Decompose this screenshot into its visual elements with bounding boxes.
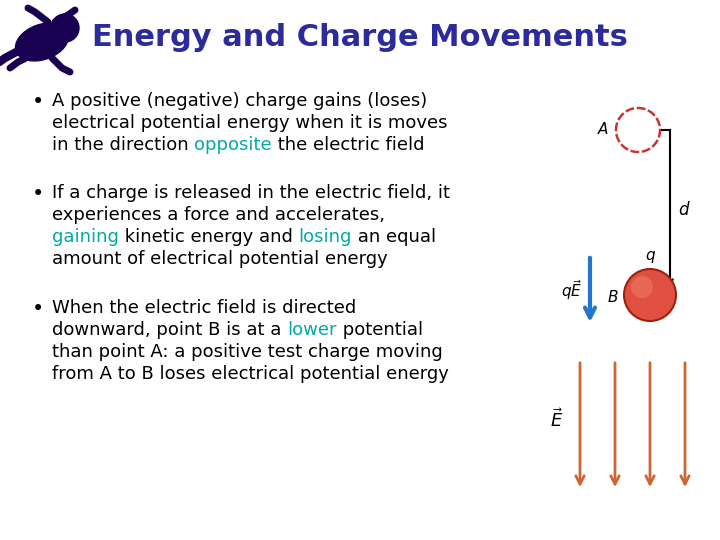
Text: than point A: a positive test charge moving: than point A: a positive test charge mov… bbox=[52, 343, 443, 361]
Text: lower: lower bbox=[287, 321, 337, 339]
Text: the electric field: the electric field bbox=[272, 136, 425, 154]
Text: opposite: opposite bbox=[194, 136, 272, 154]
Text: gaining: gaining bbox=[52, 228, 119, 246]
Ellipse shape bbox=[15, 23, 68, 61]
Text: B: B bbox=[608, 289, 618, 305]
Text: losing: losing bbox=[299, 228, 352, 246]
Circle shape bbox=[624, 269, 676, 321]
Text: from A to B loses electrical potential energy: from A to B loses electrical potential e… bbox=[52, 365, 449, 383]
Text: If a charge is released in the electric field, it: If a charge is released in the electric … bbox=[52, 184, 450, 202]
Text: A positive (negative) charge gains (loses): A positive (negative) charge gains (lose… bbox=[52, 92, 427, 110]
Text: an equal: an equal bbox=[352, 228, 436, 246]
Text: in the direction: in the direction bbox=[52, 136, 194, 154]
Circle shape bbox=[51, 14, 79, 42]
Text: q: q bbox=[645, 248, 654, 263]
Text: •: • bbox=[32, 299, 44, 319]
Text: downward, point B is at a: downward, point B is at a bbox=[52, 321, 287, 339]
Text: kinetic energy and: kinetic energy and bbox=[119, 228, 299, 246]
Text: A: A bbox=[598, 123, 608, 138]
Text: d: d bbox=[678, 201, 688, 219]
Text: $q\vec{E}$: $q\vec{E}$ bbox=[561, 278, 582, 302]
Text: potential: potential bbox=[337, 321, 423, 339]
Text: amount of electrical potential energy: amount of electrical potential energy bbox=[52, 251, 388, 268]
Text: experiences a force and accelerates,: experiences a force and accelerates, bbox=[52, 206, 385, 225]
Text: electrical potential energy when it is moves: electrical potential energy when it is m… bbox=[52, 114, 448, 132]
Text: •: • bbox=[32, 184, 44, 205]
Circle shape bbox=[631, 276, 653, 298]
Text: When the electric field is directed: When the electric field is directed bbox=[52, 299, 356, 317]
Text: $\vec{E}$: $\vec{E}$ bbox=[549, 409, 563, 431]
Text: Energy and Charge Movements: Energy and Charge Movements bbox=[92, 24, 628, 52]
Text: •: • bbox=[32, 92, 44, 112]
